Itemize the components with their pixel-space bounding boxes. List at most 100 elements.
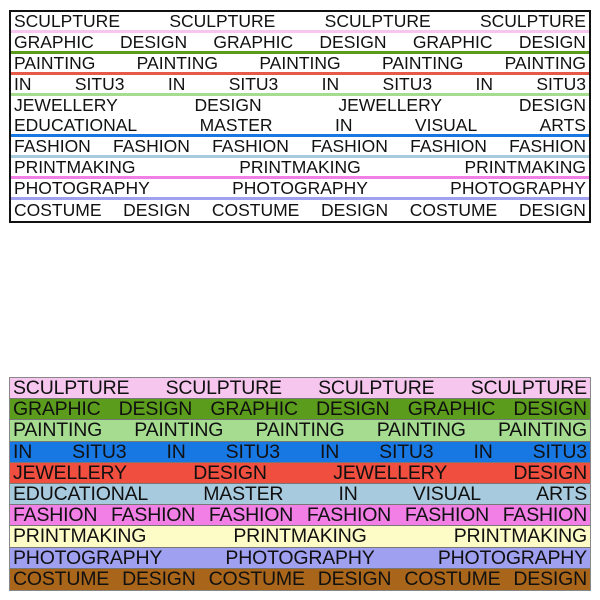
row-word: FASHION — [509, 136, 586, 157]
row-word: DESIGN — [513, 461, 587, 484]
row-word: COSTUME — [13, 568, 110, 591]
row-word: FASHION — [113, 136, 190, 157]
row-word: DESIGN — [193, 461, 267, 484]
row-word: JEWELLERY — [13, 461, 127, 484]
row-word: EDUCATIONAL — [13, 483, 149, 506]
poster-row: GRAPHIC DESIGN GRAPHIC DESIGN GRAPHIC DESIGN — [10, 398, 590, 421]
poster-row: IN SITU3 IN SITU3 IN SITU3 IN SITU3 — [11, 75, 589, 96]
row-word: SCULPTURE — [165, 377, 283, 400]
row-word: IN — [320, 440, 340, 463]
row-word: DESIGN — [123, 200, 191, 221]
row-word: SCULPTURE — [169, 10, 276, 31]
row-word: SITU3 — [382, 73, 433, 94]
poster-row: PHOTOGRAPHY PHOTOGRAPHY PHOTOGRAPHY — [10, 546, 590, 569]
row-word: PHOTOGRAPHY — [225, 546, 375, 569]
poster-row: GRAPHIC DESIGN GRAPHIC DESIGN GRAPHIC DESIGN — [11, 33, 589, 54]
row-word: PRINTMAKING — [453, 525, 587, 548]
poster-row: EDUCATIONAL MASTER IN VISUAL ARTS — [11, 115, 589, 138]
row-word: PAINTING — [504, 52, 586, 73]
row-word: DESIGN — [120, 31, 188, 52]
poster-row: JEWELLERY DESIGN JEWELLERY DESIGN — [10, 461, 590, 484]
row-word: SCULPTURE — [14, 10, 120, 31]
row-word: SCULPTURE — [479, 10, 586, 31]
row-word: SITU3 — [74, 73, 125, 94]
row-word: SITU3 — [228, 73, 279, 94]
row-word: SITU3 — [536, 73, 586, 94]
row-word: JEWELLERY — [333, 461, 448, 484]
row-word: DESIGN — [320, 200, 389, 221]
poster-row: COSTUME DESIGN COSTUME DESIGN COSTUME DESIGN — [11, 200, 589, 221]
row-word: FASHION — [110, 504, 196, 527]
row-word: FASHION — [208, 504, 294, 527]
row-word: FASHION — [14, 136, 91, 157]
row-word: COSTUME — [14, 200, 102, 221]
row-word: PAINTING — [259, 52, 341, 73]
row-word: IN — [321, 73, 340, 94]
row-word: COSTUME — [211, 200, 300, 221]
row-word: ARTS — [539, 115, 586, 136]
row-word: FASHION — [404, 504, 490, 527]
row-word: SITU3 — [532, 440, 587, 463]
row-word: IN — [166, 440, 186, 463]
row-word: IN — [334, 115, 353, 136]
row-word: DESIGN — [122, 568, 196, 591]
outlined-poster: SCULPTURE SCULPTURE SCULPTURE SCULPTURE GRAP… — [9, 10, 591, 223]
poster-row: FASHION FASHION FASHION FASHION FASHION FASHI… — [10, 504, 590, 527]
row-word: PAINTING — [136, 52, 219, 73]
row-word: PAINTING — [376, 419, 466, 442]
row-word: COSTUME — [404, 568, 501, 591]
poster-row: EDUCATIONAL MASTER IN VISUAL ARTS — [10, 483, 590, 506]
row-word: VISUAL — [412, 483, 481, 506]
row-word: GRAPHIC — [412, 31, 493, 52]
poster-row: PRINTMAKING PRINTMAKING PRINTMAKING — [11, 157, 589, 180]
row-word: PRINTMAKING — [14, 157, 136, 178]
row-word: PRINTMAKING — [13, 525, 147, 548]
row-word: DESIGN — [319, 31, 387, 52]
row-word: FASHION — [306, 504, 392, 527]
row-word: SITU3 — [225, 440, 280, 463]
poster-row: COSTUME DESIGN COSTUME DESIGN COSTUME DESIGN — [10, 568, 590, 591]
row-word: DESIGN — [513, 398, 587, 421]
row-word: PRINTMAKING — [239, 157, 361, 178]
poster-row: PHOTOGRAPHY PHOTOGRAPHY PHOTOGRAPHY — [11, 178, 589, 201]
row-word: JEWELLERY — [338, 94, 443, 115]
row-word: GRAPHIC — [407, 398, 496, 421]
row-word: FASHION — [13, 504, 98, 527]
row-word: MASTER — [199, 115, 273, 136]
poster-row: SCULPTURE SCULPTURE SCULPTURE SCULPTURE — [11, 12, 589, 33]
row-word: DESIGN — [194, 94, 262, 115]
row-word: SCULPTURE — [13, 377, 130, 400]
row-word: ARTS — [536, 483, 587, 506]
row-word: GRAPHIC — [14, 31, 94, 52]
row-word: PAINTING — [14, 52, 96, 73]
row-word: IN — [475, 73, 493, 94]
row-word: PHOTOGRAPHY — [14, 178, 150, 199]
poster-row: JEWELLERY DESIGN JEWELLERY DESIGN — [11, 96, 589, 117]
poster-row: IN SITU3 IN SITU3 IN SITU3 IN SITU3 — [10, 440, 590, 463]
poster-row: SCULPTURE SCULPTURE SCULPTURE SCULPTURE — [10, 377, 590, 400]
row-word: IN — [338, 483, 358, 506]
row-word: FASHION — [212, 136, 289, 157]
row-word: PHOTOGRAPHY — [437, 546, 587, 569]
row-word: GRAPHIC — [210, 398, 298, 421]
row-word: MASTER — [203, 483, 284, 506]
poster-row: FASHION FASHION FASHION FASHION FASHION FASHI… — [11, 136, 589, 159]
poster-row: PAINTING PAINTING PAINTING PAINTING PAINTING — [10, 419, 590, 442]
row-word: SITU3 — [72, 440, 127, 463]
row-word: PHOTOGRAPHY — [450, 178, 586, 199]
row-word: SCULPTURE — [470, 377, 588, 400]
row-word: DESIGN — [316, 398, 390, 421]
row-word: DESIGN — [118, 398, 193, 421]
row-word: EDUCATIONAL — [14, 115, 138, 136]
row-word: DESIGN — [513, 568, 587, 591]
row-word: FASHION — [311, 136, 388, 157]
row-word: SCULPTURE — [324, 10, 431, 31]
poster-row: PRINTMAKING PRINTMAKING PRINTMAKING — [10, 525, 590, 548]
row-word: COSTUME — [208, 568, 305, 591]
row-word: PRINTMAKING — [233, 525, 367, 548]
row-word: PHOTOGRAPHY — [13, 546, 163, 569]
row-word: DESIGN — [317, 568, 392, 591]
row-word: DESIGN — [518, 31, 586, 52]
row-word: PAINTING — [381, 52, 464, 73]
colored-poster: SCULPTURE SCULPTURE SCULPTURE SCULPTURE GRAP… — [9, 377, 591, 591]
